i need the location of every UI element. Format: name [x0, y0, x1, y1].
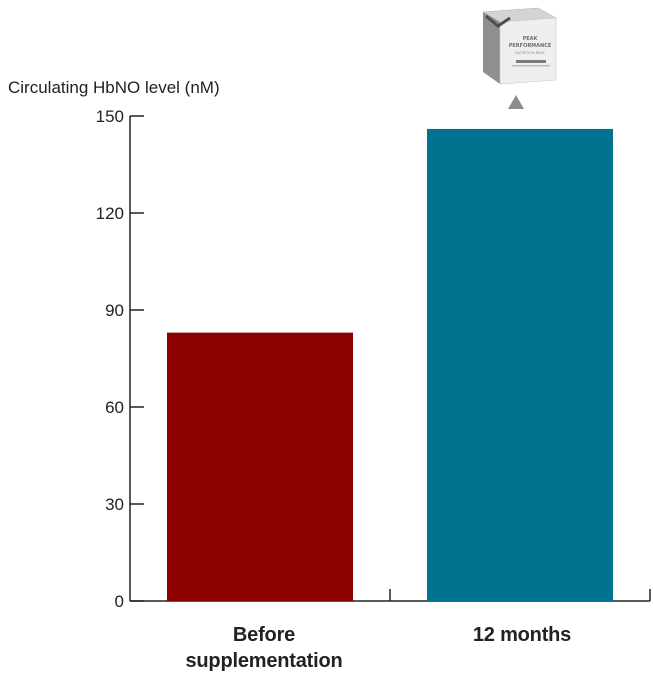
x-tick-label-12-months: 12 months	[472, 624, 572, 646]
y-axis-label: Circulating HbNO level (nM)	[8, 78, 220, 97]
y-tick-label: 60	[105, 398, 124, 417]
product-box-front	[499, 17, 557, 85]
chart-bars	[167, 128, 613, 601]
product-marker-triangle	[508, 95, 524, 109]
product-box-line3: NUTRITION PACK	[515, 51, 545, 55]
y-tick-label: 90	[105, 301, 124, 320]
product-box-chevron	[485, 14, 511, 28]
product-box-image: PEAK PERFORMANCE NUTRITION PACK	[478, 4, 558, 121]
product-box-stripe	[516, 60, 546, 63]
product-box-line1: PEAK	[523, 36, 539, 42]
y-tick-label: 150	[96, 107, 124, 126]
product-box-side	[483, 12, 500, 84]
product-box-line2: PERFORMANCE	[509, 43, 552, 49]
product-box-stripe-light	[512, 65, 550, 67]
y-tick-label: 0	[115, 592, 124, 611]
y-tick-label: 30	[105, 495, 124, 514]
x-tick-label-before: Before supplementation	[185, 624, 343, 672]
y-tick-labels: 0 30 60 90 120 150	[96, 107, 124, 611]
bar-12-months	[427, 128, 613, 601]
y-tick-label: 120	[96, 204, 124, 223]
bar-before-supplementation	[167, 332, 353, 601]
